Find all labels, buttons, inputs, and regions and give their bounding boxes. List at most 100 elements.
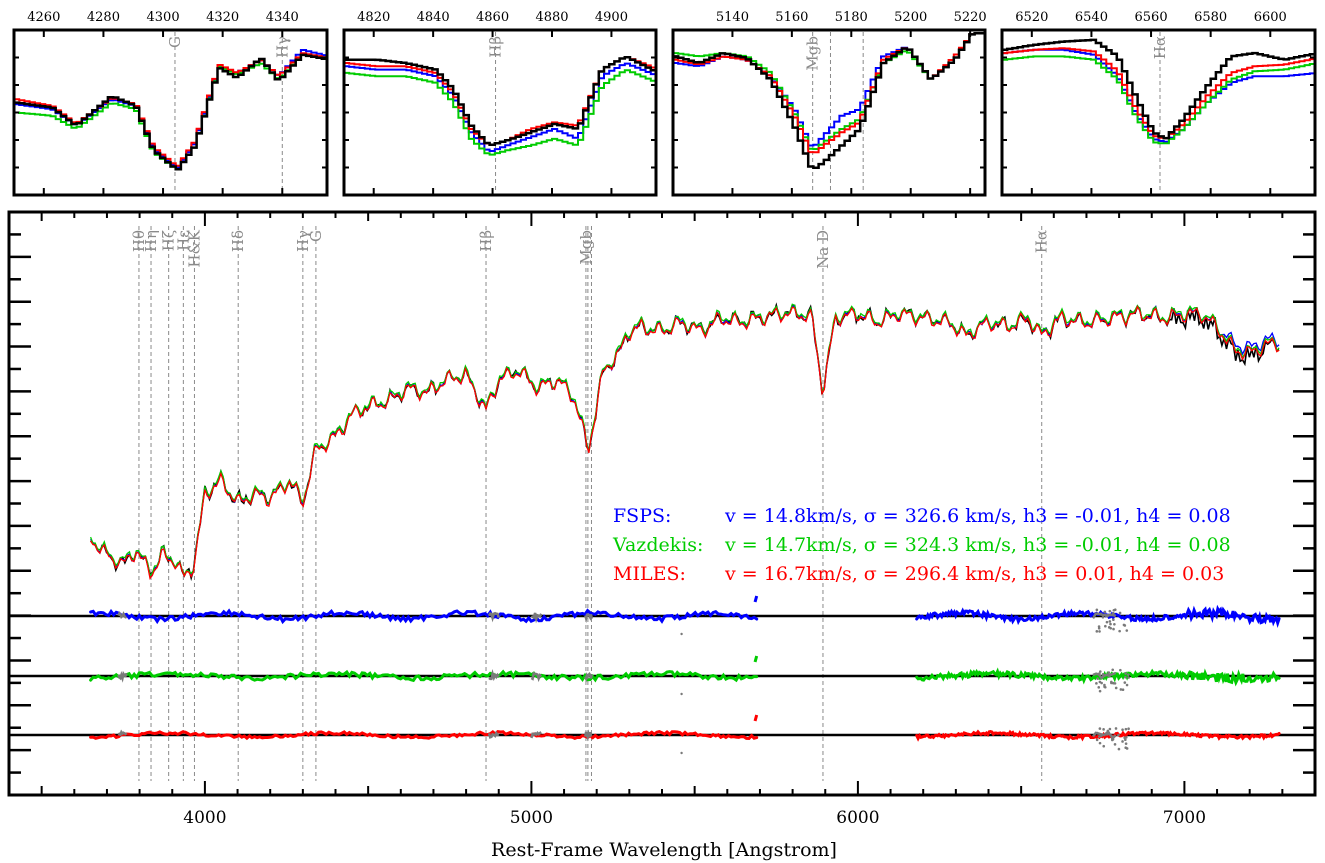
line-marker-label: Na D xyxy=(814,230,832,269)
zoom-series-fsps xyxy=(673,32,985,147)
x-tick-label: 4340 xyxy=(266,10,299,25)
residual-outlier xyxy=(1109,613,1113,617)
residual-masked xyxy=(117,610,127,620)
residual-outlier xyxy=(1124,738,1127,742)
residual-outlier xyxy=(1112,627,1115,631)
zoom-series-fsps xyxy=(1002,48,1316,143)
residual-outlier xyxy=(680,632,683,636)
residual-outlier xyxy=(1098,735,1101,738)
x-tick-label: 4320 xyxy=(206,10,239,25)
residual-outlier xyxy=(1124,672,1127,675)
line-marker-label: Hθ xyxy=(130,230,148,252)
residual-outlier xyxy=(1117,733,1120,737)
residual-outlier xyxy=(680,751,683,755)
residual-outlier xyxy=(1114,727,1118,730)
residual-outlier xyxy=(1112,608,1116,612)
residual-outlier xyxy=(1108,727,1112,731)
residual-outlier xyxy=(1106,613,1110,617)
residual-outlier xyxy=(1103,685,1106,689)
fit-result-params: v = 14.8km/s, σ = 326.6 km/s, h3 = -0.01… xyxy=(724,505,1231,527)
residual-outlier xyxy=(1107,626,1111,629)
zoom-panel-hbeta: Hβ 4820 4840 4860 4880 4900 xyxy=(342,10,658,197)
fit-result-model: MILES: xyxy=(613,563,686,585)
x-tick-label: 4260 xyxy=(27,10,60,25)
x-tick-label: 4900 xyxy=(595,10,628,25)
residual-outlier xyxy=(1113,622,1116,626)
residual-outlier xyxy=(1107,674,1111,678)
residual-outlier xyxy=(1124,736,1128,739)
residual-outlier xyxy=(1117,747,1121,751)
zoom-panel-halpha: Hα 6520 6540 6560 6580 6600 xyxy=(1000,10,1317,197)
x-tick-label: 6000 xyxy=(836,808,879,828)
fit-result-model: FSPS: xyxy=(613,505,671,527)
residual-edge xyxy=(753,595,759,603)
residual-outlier xyxy=(1127,676,1130,679)
line-marker-label: Hα xyxy=(1033,230,1051,253)
residual-outlier xyxy=(1105,733,1109,736)
residual-masked xyxy=(488,669,500,682)
residual-outlier xyxy=(1121,740,1124,743)
residual-edge xyxy=(753,714,759,722)
residual-outlier xyxy=(1099,612,1103,616)
residual-outlier xyxy=(1100,734,1103,738)
line-marker-label: Hα xyxy=(1151,36,1169,59)
residual-outlier xyxy=(1098,672,1101,675)
line-marker-label: Hβ xyxy=(487,36,505,58)
residual-outlier xyxy=(1110,735,1114,738)
x-tick-label: 6520 xyxy=(1015,10,1048,25)
residual-outlier xyxy=(1109,622,1112,626)
residual-outlier xyxy=(1112,612,1115,615)
residual-vazdekis xyxy=(89,669,759,683)
residual-masked xyxy=(487,730,500,739)
line-marker-label: G xyxy=(307,230,325,242)
residual-outlier xyxy=(1118,611,1122,615)
residual-outlier xyxy=(1104,624,1107,628)
residual-outlier xyxy=(1112,618,1115,621)
residual-outlier xyxy=(1123,681,1127,684)
residual-outlier xyxy=(1096,731,1099,735)
x-tick-label: 5000 xyxy=(510,808,553,828)
x-tick-label: 6600 xyxy=(1254,10,1287,25)
residual-outlier xyxy=(1099,670,1102,673)
x-tick-label: 4880 xyxy=(535,10,568,25)
residual-outlier xyxy=(680,692,683,696)
line-marker-label: H&K xyxy=(185,229,203,267)
residual-outlier xyxy=(1098,689,1102,693)
zoom-series-fsps xyxy=(344,62,657,152)
residual-miles xyxy=(915,729,1281,742)
residual-outlier xyxy=(1105,620,1109,624)
residual-edge xyxy=(753,655,759,663)
line-marker-label: Mgb xyxy=(577,230,595,265)
line-marker-label: Hζ xyxy=(160,230,178,251)
fit-result-params: v = 14.7km/s, σ = 324.3 km/s, h3 = -0.01… xyxy=(724,534,1231,556)
x-tick-label: 6540 xyxy=(1075,10,1108,25)
zoom-series-vazdekis xyxy=(1002,55,1316,145)
residual-masked xyxy=(487,611,500,623)
zoom-series-vazdekis xyxy=(344,69,657,156)
residual-outlier xyxy=(1110,738,1114,742)
x-tick-label: 4300 xyxy=(147,10,180,25)
x-tick-label: 4840 xyxy=(417,10,450,25)
residual-outlier xyxy=(1110,681,1113,685)
zoom-series-fsps xyxy=(14,49,328,169)
zoom-panels: G Hγ 4260 4280 4300 4320 4340 Hβ 4820 4840 4860 488… xyxy=(12,10,1317,197)
x-tick-label: 5140 xyxy=(716,10,749,25)
residual-outlier xyxy=(1118,629,1121,633)
residual-outlier xyxy=(1102,744,1106,748)
x-tick-label: 6560 xyxy=(1135,10,1168,25)
residual-outlier xyxy=(1101,672,1105,676)
residual-outlier xyxy=(1121,728,1124,732)
residual-masked xyxy=(530,671,543,683)
residual-outlier xyxy=(1098,727,1102,730)
residual-outlier xyxy=(1100,681,1103,685)
residual-outlier xyxy=(1113,682,1117,685)
residual-outlier xyxy=(1114,686,1118,690)
residual-outlier xyxy=(1095,738,1099,742)
line-marker-label: Hδ xyxy=(229,230,247,252)
line-marker-label: Hβ xyxy=(477,230,495,252)
residual-outlier xyxy=(1119,668,1122,672)
residual-outlier xyxy=(1127,673,1130,676)
x-tick-label: 4280 xyxy=(87,10,120,25)
